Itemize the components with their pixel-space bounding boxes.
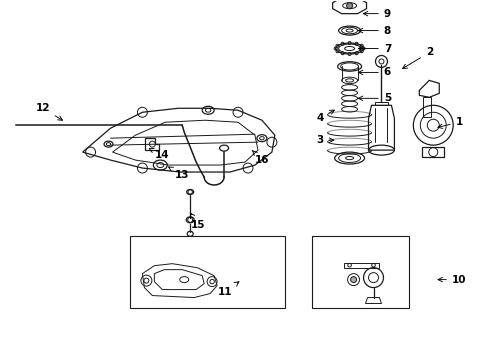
Text: 15: 15 [190,213,205,230]
Text: 2: 2 [403,48,433,68]
Text: 4: 4 [316,110,334,123]
Text: 6: 6 [358,67,391,77]
Text: 1: 1 [438,117,463,129]
Text: 7: 7 [358,44,391,54]
Circle shape [350,276,357,283]
Text: 9: 9 [364,9,391,19]
Text: 14: 14 [149,149,170,160]
Text: 11: 11 [218,282,239,297]
Text: 5: 5 [358,93,391,103]
Text: 13: 13 [169,167,190,180]
Text: 12: 12 [36,103,62,120]
Text: 16: 16 [252,150,269,165]
Bar [312,236,409,307]
Text: 10: 10 [438,275,466,285]
Circle shape [346,3,353,9]
Text: 8: 8 [358,26,391,36]
Bar [130,236,285,307]
Text: 3: 3 [316,135,334,145]
